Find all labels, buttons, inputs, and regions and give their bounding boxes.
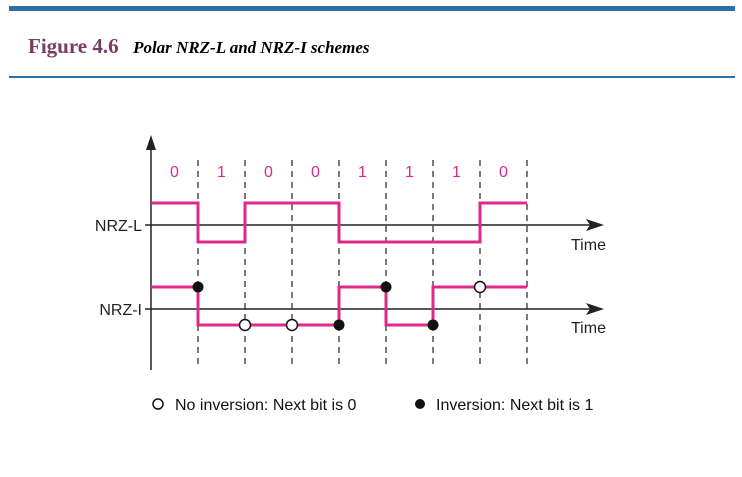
nrz-l-time-arrow (586, 219, 604, 231)
nrz-i-time-label: Time (571, 320, 606, 337)
vertical-axis-arrow (146, 135, 156, 150)
inversion-legend-text: Inversion: Next bit is 1 (436, 397, 594, 414)
nrz-l-label: NRZ-L (95, 218, 142, 235)
inversion-marker (380, 281, 392, 293)
inversion-marker (192, 281, 204, 293)
bit-label: 1 (405, 164, 414, 181)
figure-caption: Polar NRZ-L and NRZ-I schemes (133, 38, 370, 57)
nrz-i-label: NRZ-I (99, 302, 142, 319)
inversion-marker (333, 319, 345, 331)
no-inversion-marker (473, 280, 487, 294)
nrz-i-waveform (151, 285, 527, 327)
no-inversion-legend-text: No inversion: Next bit is 0 (175, 397, 357, 414)
header-bottom-rule (9, 76, 735, 78)
bit-label: 1 (358, 164, 367, 181)
nrz-l-waveform (151, 201, 527, 244)
no-inversion-marker (238, 318, 252, 332)
bit-label: 0 (264, 164, 273, 181)
figure-number: Figure 4.6 (28, 34, 119, 58)
figure-header: Figure 4.6 Polar NRZ-L and NRZ-I schemes (28, 34, 369, 59)
nrz-i-time-arrow (586, 303, 604, 315)
bit-label: 0 (311, 164, 320, 181)
bit-label: 1 (452, 164, 461, 181)
bit-label: 1 (217, 164, 226, 181)
no-inversion-legend-icon (152, 398, 164, 410)
bit-label: 0 (499, 164, 508, 181)
inversion-marker (427, 319, 439, 331)
header-top-rule (9, 6, 735, 11)
bit-label: 0 (170, 164, 179, 181)
inversion-legend-icon (415, 399, 425, 409)
no-inversion-marker (285, 318, 299, 332)
nrz-l-time-label: Time (571, 237, 606, 254)
